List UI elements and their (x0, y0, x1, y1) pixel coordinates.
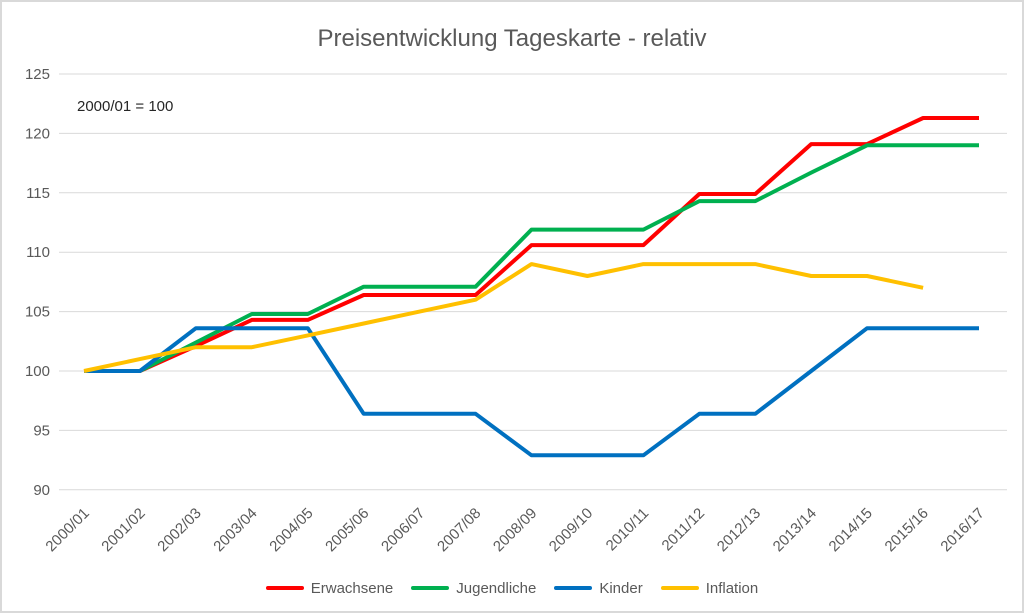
series-line-jugendliche (84, 143, 979, 373)
legend-label: Inflation (705, 579, 759, 597)
y-tick-label: 90 (33, 482, 50, 499)
legend-line-swatch (660, 586, 699, 590)
x-tick-label: 2008/09 (490, 505, 540, 555)
gridlines (59, 73, 1007, 491)
y-tick-label: 125 (25, 66, 50, 83)
legend-item-kinder: Kinder (554, 579, 643, 597)
chart-title: Preisentwicklung Tageskarte - relativ (317, 25, 706, 52)
series-line-kinder (84, 326, 979, 458)
x-tick-label: 2006/07 (378, 505, 428, 555)
y-tick-label: 95 (33, 422, 50, 439)
legend-item-erwachsene: Erwachsene (265, 579, 394, 597)
x-tick-label: 2014/15 (826, 505, 876, 555)
legend-line-swatch (554, 586, 593, 590)
legend-item-jugendliche: Jugendliche (411, 581, 536, 596)
legend-line-swatch (265, 586, 304, 590)
x-tick-label: 2003/04 (210, 505, 260, 555)
x-axis-labels: 2000/01 2001/02 2002/03 2003/04 2004/05 2005/… (42, 505, 987, 555)
y-tick-label: 115 (26, 185, 50, 202)
x-tick-label: 2015/16 (882, 505, 932, 555)
series-line-inflation (83, 262, 924, 373)
x-tick-label: 2011/12 (659, 505, 709, 555)
legend-label: Jugendliche (456, 579, 537, 597)
y-tick-label: 110 (26, 244, 50, 261)
y-tick-label: 100 (25, 363, 50, 380)
legend: Erwachsene Jugendliche Kinder Inflation (2, 574, 1022, 602)
y-tick-label: 120 (25, 125, 50, 142)
legend-label: Erwachsene (310, 579, 394, 597)
x-tick-label: 2009/10 (546, 505, 596, 555)
legend-line-swatch (411, 586, 450, 590)
x-tick-label: 2001/02 (98, 505, 148, 555)
x-tick-label: 2010/11 (603, 505, 653, 555)
x-tick-label: 2016/17 (937, 505, 987, 555)
baseline-note: 2000/01 = 100 (77, 98, 173, 115)
y-axis-labels: 90 95 100 105 110 115 120 125 (25, 66, 50, 499)
y-tick-label: 105 (25, 304, 50, 321)
x-tick-label: 2002/03 (154, 505, 204, 555)
line-chart: Preisentwicklung Tageskarte - relativ 20… (25, 25, 1007, 555)
x-tick-label: 2004/05 (266, 505, 316, 555)
x-tick-label: 2007/08 (434, 505, 484, 555)
x-tick-label: 2012/13 (714, 505, 764, 555)
series-lines (83, 116, 979, 458)
legend-label: Kinder (599, 579, 643, 597)
x-tick-label: 2000/01 (42, 505, 92, 555)
x-tick-label: 2013/14 (770, 505, 820, 555)
legend-item-inflation: Inflation (660, 579, 759, 597)
x-tick-label: 2005/06 (322, 505, 372, 555)
